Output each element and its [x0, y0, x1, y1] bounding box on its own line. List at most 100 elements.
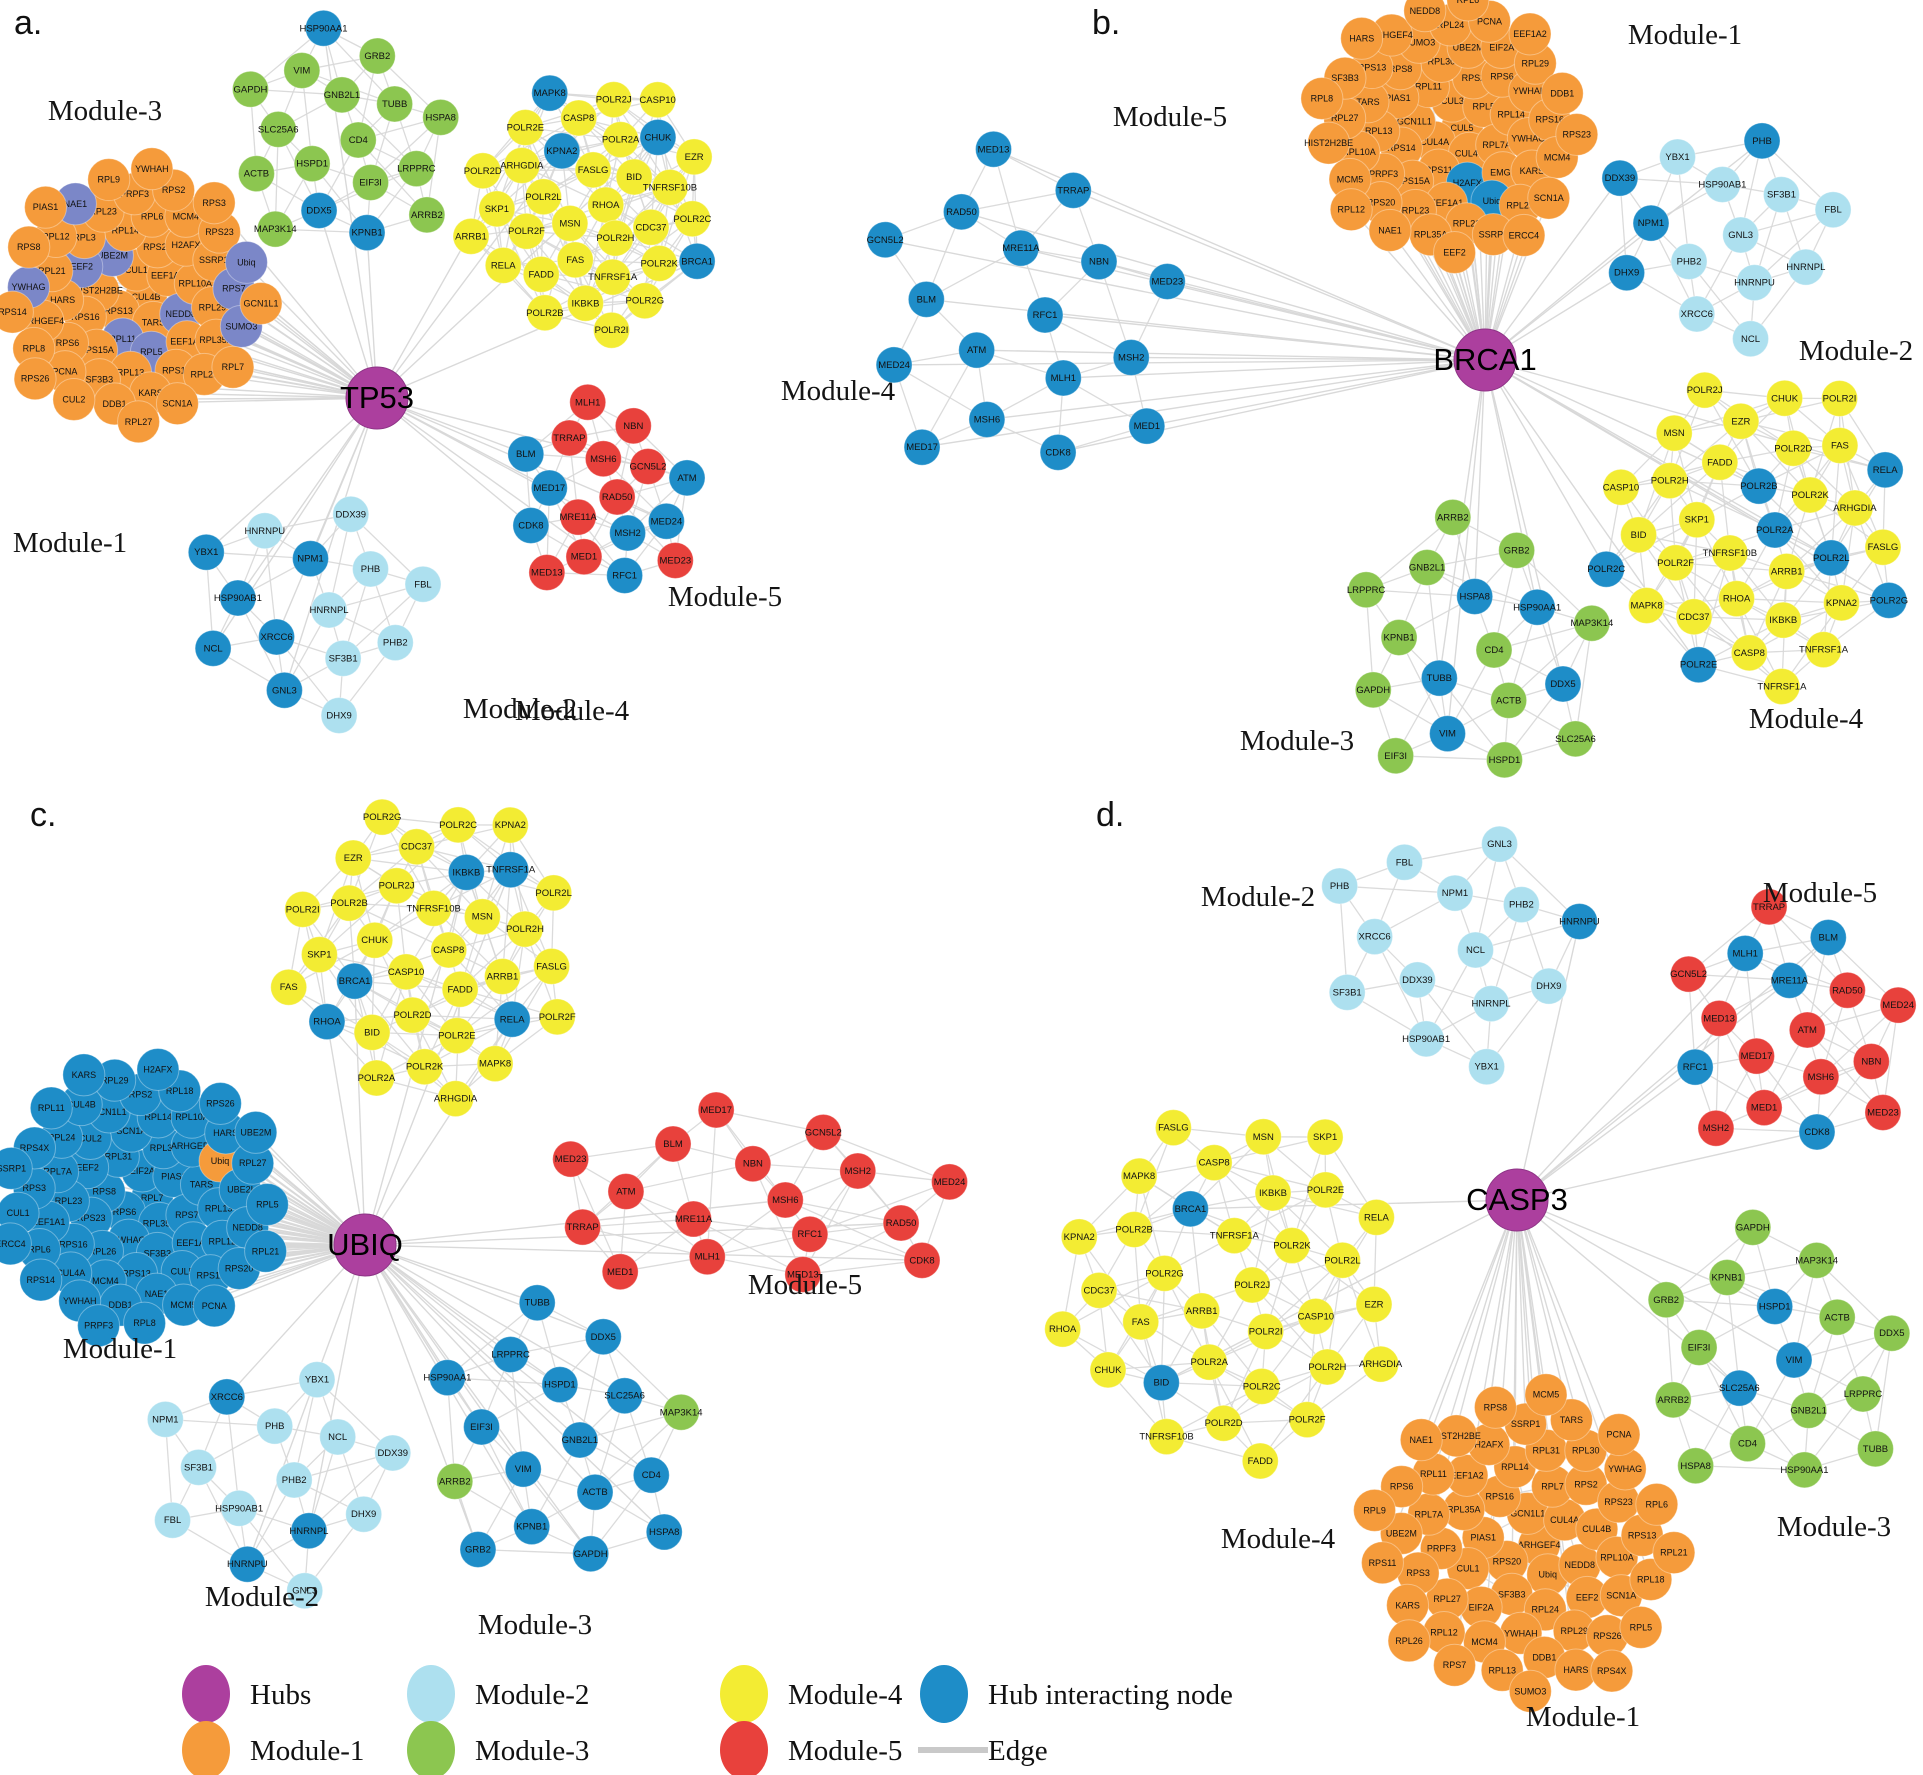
node-NBN	[614, 407, 652, 445]
edge	[1213, 1162, 1293, 1247]
node-GCN1L1	[239, 281, 283, 325]
edge	[693, 1218, 810, 1235]
node-EIF3I	[352, 163, 390, 201]
node-MED24	[875, 346, 913, 384]
node-POLR2C	[673, 200, 711, 238]
node-CD4	[632, 1456, 670, 1494]
node-RPL5	[1619, 1605, 1663, 1649]
node-LRPPRC	[1844, 1375, 1882, 1413]
node-SLC25A6	[259, 110, 297, 148]
node-MLH1	[1726, 934, 1764, 972]
node-MSN	[1655, 414, 1693, 452]
node-GNL3	[1722, 216, 1760, 254]
hub-edge	[1484, 359, 1886, 471]
node-ACTB	[576, 1473, 614, 1511]
node-XRCC6	[258, 618, 296, 656]
hub-edge	[1484, 359, 1538, 608]
hub-edge	[1484, 359, 1607, 570]
node-MLH1	[569, 383, 607, 421]
node-ARHGDIA	[1362, 1345, 1400, 1383]
node-MLH1	[688, 1238, 726, 1276]
node-Ubiq	[224, 240, 268, 284]
node-GCN5L2	[866, 221, 904, 259]
node-SF3B1	[1328, 973, 1366, 1011]
legend-label-Hub interacting node: Hub interacting node	[988, 1679, 1233, 1711]
node-KPNA2	[1823, 584, 1861, 622]
node-MLH1	[1044, 359, 1082, 397]
node-YBX1	[298, 1361, 336, 1399]
node-POLR2L	[1323, 1241, 1361, 1279]
node-RPL6	[1446, 0, 1490, 22]
node-HIST2H2BE	[1307, 121, 1351, 165]
node-RPL9	[1353, 1488, 1397, 1532]
node-SKP1	[478, 190, 516, 228]
node-MED23	[1148, 263, 1186, 301]
node-BRCA1	[1171, 1190, 1209, 1228]
node-POLR2A	[602, 121, 640, 159]
node-MED1	[565, 538, 603, 576]
edge	[509, 1354, 524, 1470]
node-TNFRSF10B	[651, 168, 689, 206]
legend-dot-Module-4	[720, 1665, 768, 1723]
node-MED17	[697, 1091, 735, 1129]
hub-edge	[1167, 280, 1486, 361]
node-TRRAP	[1750, 888, 1788, 926]
node-HNRNPL	[1472, 985, 1510, 1023]
hub-edge	[364, 1244, 923, 1262]
node-POLR2H	[596, 219, 634, 257]
node-GNB2L1	[1790, 1391, 1828, 1429]
node-MSH2	[1112, 338, 1150, 376]
node-DHX9	[1530, 967, 1568, 1005]
node-RPS8	[7, 225, 51, 269]
node-IKBKB	[1254, 1174, 1292, 1212]
node-POLR2K	[406, 1048, 444, 1086]
edge	[1768, 906, 1848, 991]
module-label-Module-1: Module-1	[13, 527, 127, 559]
node-EZR	[1722, 402, 1760, 440]
node-TNFRSF10B	[1711, 534, 1749, 572]
node-HSP90AA1	[305, 9, 343, 47]
node-HSP90AB1	[220, 1489, 258, 1527]
node-FADD	[522, 255, 560, 293]
node-MED23	[552, 1140, 590, 1178]
module-label-Module-1: Module-1	[63, 1333, 177, 1365]
hub-edge	[1516, 1199, 1795, 1361]
legend: Hubs Module-2 Module-4 Hub interacting node…	[182, 1665, 1233, 1775]
edge	[592, 169, 614, 278]
node-BLM	[907, 280, 945, 318]
node-ARRB2	[436, 1462, 474, 1500]
node-SUMO3	[1508, 1669, 1552, 1713]
node-EZR	[1355, 1285, 1393, 1323]
node-HARS	[1340, 16, 1384, 60]
hub-node-BRCA1	[1453, 328, 1517, 392]
node-HSP90AB1	[1407, 1020, 1445, 1058]
hub-edge	[1516, 1066, 1696, 1201]
node-HNRNPU	[228, 1545, 266, 1583]
node-ACTB	[237, 155, 275, 193]
node-RHOA	[1044, 1310, 1082, 1348]
node-DDX5	[300, 191, 338, 229]
node-POLR2I	[1247, 1313, 1285, 1351]
node-HNRNPL	[1787, 248, 1825, 286]
hub-edge	[961, 211, 1486, 361]
hub-edge	[364, 1244, 625, 1397]
node-HNRNPU	[1736, 264, 1774, 302]
legend-dot-Module-1	[182, 1721, 230, 1775]
edge	[1474, 843, 1501, 951]
node-POLR2F	[1657, 544, 1695, 582]
node-POLR2D	[464, 152, 502, 190]
node-KPNA2	[491, 806, 529, 844]
node-MED1	[601, 1253, 639, 1291]
legend-dot-Hub interacting node	[920, 1665, 968, 1723]
edge	[1574, 623, 1593, 739]
node-TRRAP	[564, 1208, 602, 1246]
node-RHOA	[308, 1003, 346, 1041]
node-PHB	[1743, 122, 1781, 160]
node-TNFRSF1A	[1215, 1217, 1253, 1255]
node-POLR2D	[1774, 429, 1812, 467]
node-POLR2G	[1870, 581, 1908, 619]
node-ARHGDIA	[1836, 489, 1874, 527]
hub-node-UBIQ	[333, 1213, 397, 1277]
node-SLC25A6	[606, 1377, 644, 1415]
node-RPL8	[123, 1301, 167, 1345]
